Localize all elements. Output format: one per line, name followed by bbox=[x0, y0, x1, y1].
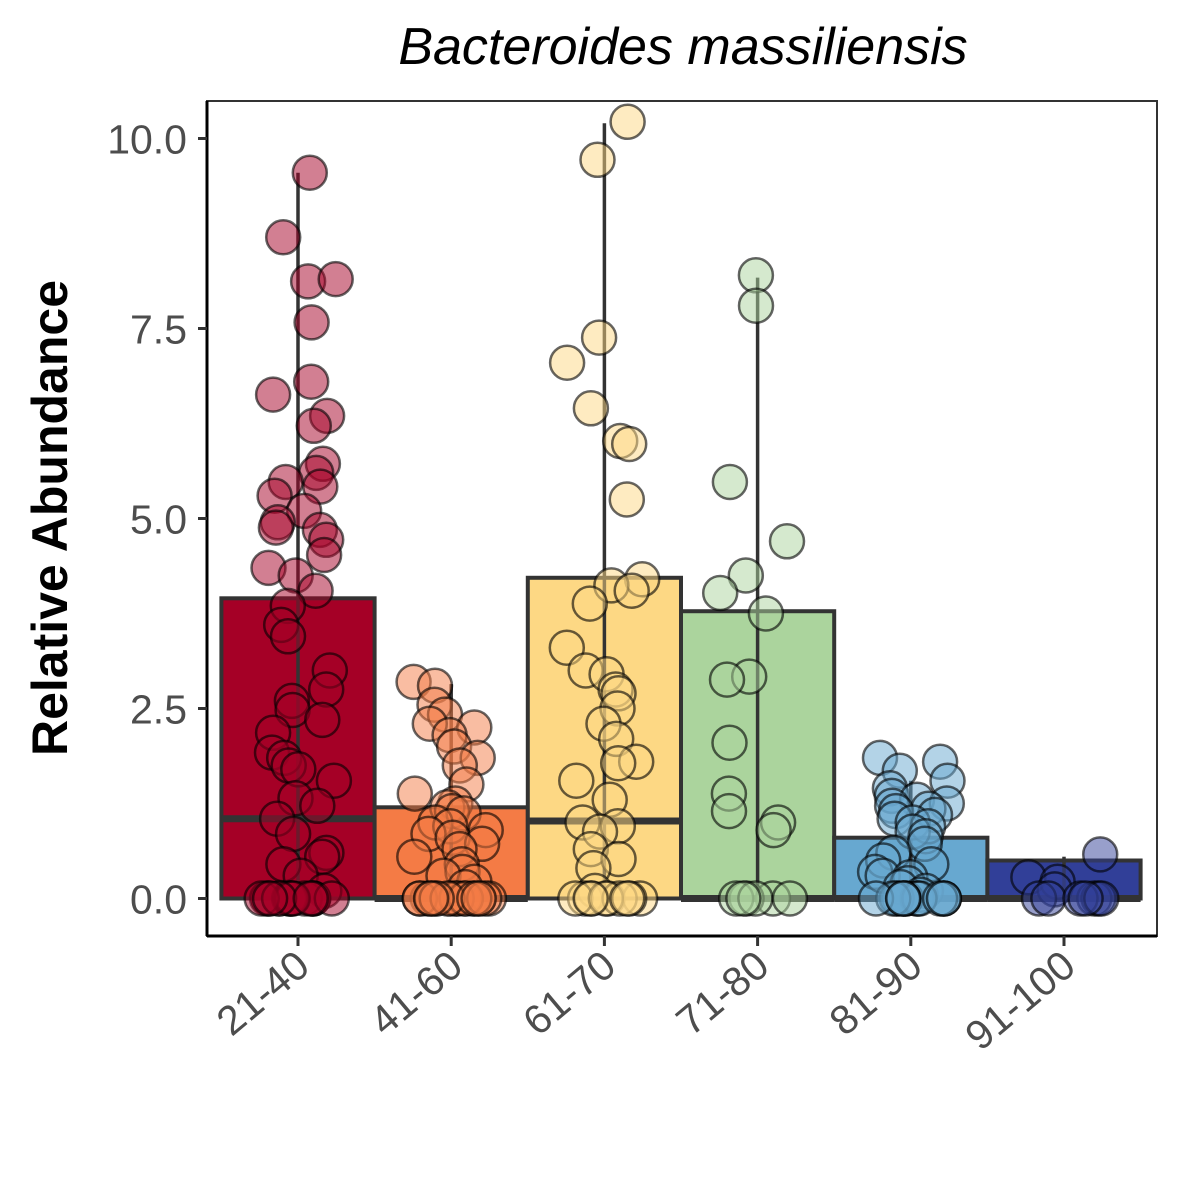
chart-title: Bacteroides massiliensis bbox=[398, 18, 967, 76]
point-91-100 bbox=[1030, 880, 1067, 917]
point-21-40 bbox=[264, 219, 302, 256]
point-71-80 bbox=[768, 523, 806, 560]
point-71-80 bbox=[737, 287, 775, 324]
point-61-70 bbox=[580, 319, 618, 356]
point-41-60 bbox=[396, 838, 433, 875]
point-61-70 bbox=[571, 585, 609, 622]
point-61-70 bbox=[572, 880, 609, 917]
point-61-70 bbox=[548, 344, 586, 381]
point-21-40 bbox=[269, 618, 307, 655]
point-21-40 bbox=[315, 762, 353, 799]
point-71-80 bbox=[711, 463, 749, 501]
point-21-40 bbox=[304, 701, 341, 739]
y-tick-label: 2.5 bbox=[130, 687, 187, 733]
point-21-40 bbox=[307, 671, 345, 708]
point-41-60 bbox=[412, 880, 450, 917]
point-61-70 bbox=[608, 880, 646, 917]
point-21-40 bbox=[292, 363, 330, 400]
point-21-40 bbox=[257, 509, 295, 546]
point-21-40 bbox=[305, 536, 343, 574]
point-21-40 bbox=[254, 376, 292, 413]
point-71-80 bbox=[701, 574, 739, 612]
data-points bbox=[243, 103, 1120, 917]
y-axis-label: Relative Abundance bbox=[22, 280, 78, 756]
point-21-40 bbox=[295, 407, 333, 445]
point-21-40 bbox=[293, 304, 330, 341]
point-81-90 bbox=[925, 880, 963, 917]
point-61-70 bbox=[608, 481, 646, 518]
point-41-60 bbox=[396, 775, 434, 812]
point-71-80 bbox=[737, 257, 775, 294]
point-21-40 bbox=[317, 260, 354, 298]
point-71-80 bbox=[725, 880, 762, 917]
point-61-70 bbox=[572, 390, 610, 427]
point-61-70 bbox=[579, 141, 616, 179]
point-61-70 bbox=[610, 425, 648, 463]
point-21-40 bbox=[297, 572, 334, 609]
y-tick-label: 10.0 bbox=[107, 117, 187, 163]
y-axis: 0.0 2.5 5.0 7.5 10.0 bbox=[107, 117, 207, 923]
point-21-40 bbox=[299, 787, 336, 825]
point-21-40 bbox=[274, 815, 312, 853]
y-tick-label: 5.0 bbox=[130, 497, 187, 543]
point-71-80 bbox=[708, 661, 746, 698]
point-41-60 bbox=[460, 880, 497, 917]
point-61-70 bbox=[599, 744, 637, 782]
point-21-40 bbox=[251, 880, 289, 917]
point-71-80 bbox=[747, 595, 785, 632]
y-tick-label: 7.5 bbox=[130, 307, 187, 353]
point-71-80 bbox=[771, 880, 809, 917]
point-91-100 bbox=[1067, 880, 1104, 917]
point-71-80 bbox=[711, 724, 748, 761]
point-81-90 bbox=[884, 880, 922, 917]
point-71-80 bbox=[710, 792, 748, 830]
point-21-40 bbox=[291, 154, 329, 191]
point-71-80 bbox=[755, 811, 792, 849]
point-71-80 bbox=[727, 557, 765, 594]
point-61-70 bbox=[613, 572, 650, 609]
point-91-100 bbox=[1081, 836, 1119, 873]
point-61-70 bbox=[558, 762, 595, 799]
point-21-40 bbox=[292, 880, 329, 917]
point-61-70 bbox=[609, 103, 646, 141]
y-tick-label: 0.0 bbox=[130, 877, 187, 923]
